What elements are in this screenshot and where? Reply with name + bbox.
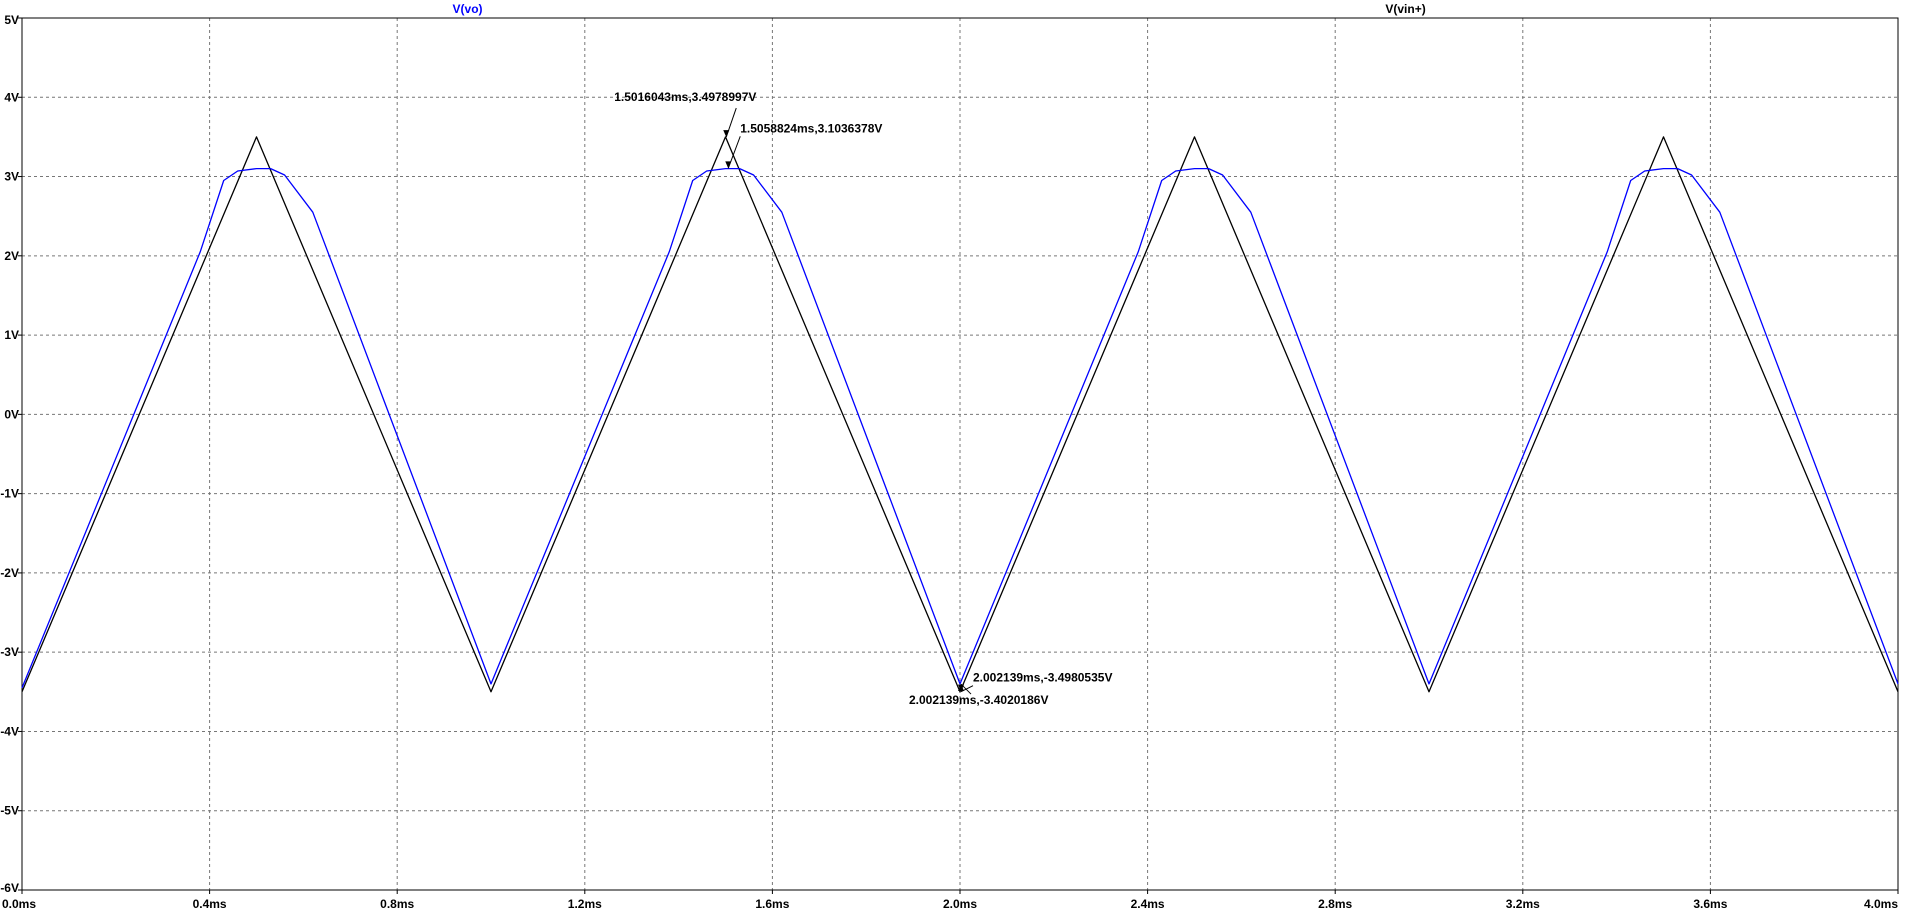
y-axis-ticks: 5V 4V 3V 2V 1V 0V -1V -2V -3V -4V -5V -6V: [0, 13, 22, 895]
y-tick-label: 5V: [4, 13, 19, 27]
y-tick-label: 3V: [4, 170, 19, 184]
cursor-arrowhead: [725, 161, 732, 169]
cursor-readout-label: 2.002139ms,-3.4020186V: [909, 693, 1048, 707]
legend-entry[interactable]: V(vo): [453, 2, 483, 16]
x-tick-label: 3.6ms: [1693, 897, 1727, 911]
x-tick-label: 2.8ms: [1318, 897, 1352, 911]
cursor-readout-label: 1.5016043ms,3.4978997V: [614, 90, 756, 104]
cursor-arrowhead: [723, 130, 730, 138]
x-tick-label: 2.4ms: [1131, 897, 1165, 911]
cursor-readout-label: 2.002139ms,-3.4980535V: [973, 671, 1112, 685]
y-tick-label: -2V: [0, 566, 19, 580]
x-tick-label: 1.2ms: [568, 897, 602, 911]
x-tick-label: 2.0ms: [943, 897, 977, 911]
y-tick-label: -6V: [0, 881, 19, 895]
x-tick-label: 4.0ms: [1864, 897, 1898, 911]
legend: V(vo) V(vin+): [453, 2, 1426, 16]
y-tick-label: -4V: [0, 724, 19, 738]
y-tick-label: -5V: [0, 804, 19, 818]
y-tick-label: 2V: [4, 249, 19, 263]
x-axis-ticks: 0.0ms 0.4ms 0.8ms 1.2ms 1.6ms 2.0ms 2.4ms 2.8ms…: [2, 890, 1899, 911]
legend-entry[interactable]: V(vin+): [1385, 2, 1425, 16]
x-tick-label: 0.0ms: [2, 897, 36, 911]
grid: [22, 18, 1898, 890]
x-tick-label: 0.4ms: [193, 897, 227, 911]
x-tick-label: 1.6ms: [755, 897, 789, 911]
cursor-annotations: 1.5016043ms,3.4978997V 1.5058824ms,3.1036…: [614, 90, 1112, 707]
series-layer: [21, 136, 1899, 693]
cursor-leader-line: [960, 683, 972, 695]
y-tick-label: -3V: [0, 645, 19, 659]
cursor-arrowhead: [958, 684, 965, 692]
series-line-vvo: [21, 167, 1899, 689]
y-tick-label: 4V: [4, 90, 19, 104]
cursor-readout-label: 1.5058824ms,3.1036378V: [740, 121, 882, 135]
y-tick-label: 1V: [4, 328, 19, 342]
y-tick-label: -1V: [0, 487, 19, 501]
x-tick-label: 0.8ms: [380, 897, 414, 911]
x-tick-label: 3.2ms: [1506, 897, 1540, 911]
y-tick-label: 0V: [4, 407, 19, 421]
series-line-vvin: [21, 136, 1899, 693]
plot-frame: [21, 17, 1899, 891]
